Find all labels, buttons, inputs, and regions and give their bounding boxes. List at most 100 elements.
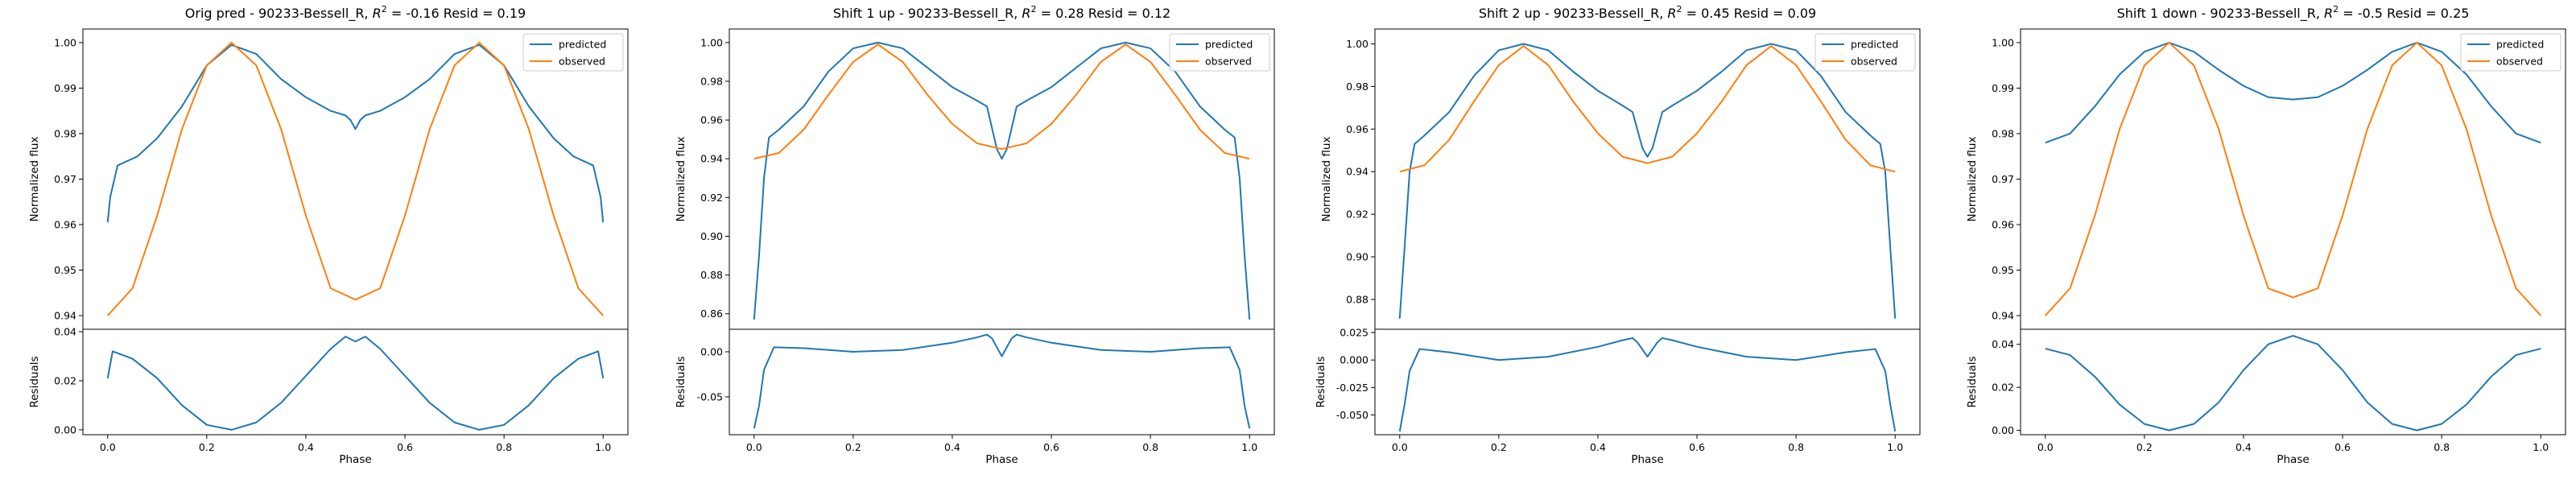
x-tick-label: 0.2 [845, 441, 861, 453]
chart-title-r: R [373, 6, 382, 21]
y-tick-label: 0.98 [1992, 127, 2014, 139]
x-tick-label: 0.2 [1491, 441, 1507, 453]
series-line-observed [2045, 41, 2541, 316]
x-tick-label: 0.8 [2434, 441, 2450, 453]
y-tick-label: 0.98 [54, 127, 76, 139]
x-tick-label: 0.6 [397, 441, 413, 453]
resid-y-tick-label: 0.025 [1340, 327, 1368, 339]
chart-title: Shift 1 up - 90233-Bessell_R, R2 = 0.28 … [833, 4, 1170, 22]
legend-label-predicted: predicted [1205, 39, 1253, 51]
legend-label-predicted: predicted [2496, 39, 2544, 51]
residual-axes-frame [2020, 328, 2566, 436]
legend-label-predicted: predicted [1851, 39, 1898, 51]
y-tick-label: 0.86 [700, 308, 723, 320]
resid-y-tick-label: 0.00 [700, 345, 723, 357]
y-tick-label: 0.99 [54, 82, 76, 94]
y-tick-label: 0.90 [700, 230, 723, 242]
x-tick-label: 0.6 [2334, 441, 2351, 453]
series-line-observed [1399, 45, 1896, 173]
series-line-predicted [1398, 43, 1897, 319]
resid-y-tick-label: -0.050 [1336, 409, 1368, 421]
chart-title-r: R [2324, 6, 2333, 21]
x-tick-label: 0.6 [1043, 441, 1059, 453]
x-tick-label: 0.6 [1689, 441, 1705, 453]
residual-line [106, 336, 605, 431]
residual-line [753, 333, 1251, 429]
resid-y-tick-label: 0.00 [1992, 424, 2014, 436]
y-axis-label: Normalized flux [1320, 137, 1333, 222]
resid-y-tick-label: 0.000 [1340, 354, 1368, 366]
resid-y-tick-label: 0.00 [54, 423, 76, 436]
residual-axes-frame [1374, 328, 1921, 436]
y-tick-label: 0.96 [54, 219, 76, 231]
legend-label-predicted: predicted [559, 39, 606, 51]
series-line-observed [753, 43, 1250, 160]
legend: predicted observed [1814, 33, 1916, 72]
y-tick-label: 0.98 [1346, 80, 1368, 93]
legend: predicted observed [1169, 33, 1270, 72]
y-tick-label: 0.88 [700, 269, 723, 281]
resid-y-tick-label: -0.05 [697, 390, 723, 402]
x-tick-label: 0.8 [1142, 441, 1158, 453]
x-tick-label: 0.4 [298, 441, 314, 453]
x-tick-label: 0.4 [2235, 441, 2252, 453]
y-tick-label: 1.00 [1992, 36, 2014, 48]
y-tick-label: 0.96 [700, 114, 723, 126]
top-axes-frame [2020, 28, 2566, 330]
chart-title-suffix: = 0.45 Resid = 0.09 [1682, 6, 1817, 21]
residuals-axis-label: Residuals [1315, 356, 1327, 407]
legend-label-observed: observed [1851, 56, 1897, 68]
subplot-4: Shift 1 down - 90233-Bessell_R, R2 = -0.… [1966, 4, 2566, 466]
y-tick-label: 0.96 [1992, 219, 2014, 231]
y-tick-label: 1.00 [700, 36, 723, 48]
y-tick-label: 0.97 [54, 173, 76, 185]
x-tick-label: 1.0 [595, 441, 611, 453]
legend: predicted observed [2460, 33, 2562, 72]
y-axis-label: Normalized flux [1966, 137, 1979, 222]
series-line-predicted [2045, 41, 2541, 144]
chart-title-r: R [1022, 6, 1030, 21]
x-axis-label: Phase [2277, 453, 2309, 466]
x-tick-label: 0.8 [1788, 441, 1804, 453]
y-tick-label: 1.00 [1346, 38, 1368, 50]
chart-title: Orig pred - 90233-Bessell_R, R2 = -0.16 … [185, 4, 526, 22]
x-tick-label: 0.0 [2037, 441, 2054, 453]
residuals-axis-label: Residuals [675, 356, 687, 407]
chart-title-superscript: 2 [1031, 4, 1037, 14]
y-tick-label: 0.92 [1346, 208, 1368, 221]
y-tick-label: 0.92 [700, 192, 723, 204]
resid-y-tick-label: 0.02 [54, 374, 76, 386]
y-tick-label: 0.90 [1346, 251, 1368, 263]
top-axes-frame [729, 28, 1275, 330]
chart-title-prefix: Shift 2 up - 90233-Bessell_R, [1479, 6, 1668, 22]
x-tick-label: 0.0 [100, 441, 116, 453]
subplot-2: Shift 1 up - 90233-Bessell_R, R2 = 0.28 … [675, 4, 1275, 466]
legend-label-observed: observed [559, 56, 605, 68]
series-line-predicted [753, 41, 1251, 320]
y-axis-label: Normalized flux [675, 137, 687, 222]
series-line-observed [107, 41, 604, 316]
residuals-axis-label: Residuals [1966, 356, 1979, 407]
chart-title: Shift 2 up - 90233-Bessell_R, R2 = 0.45 … [1479, 4, 1816, 22]
y-tick-label: 0.88 [1346, 293, 1368, 305]
resid-y-tick-label: 0.02 [1992, 382, 2014, 394]
chart-title-suffix: = 0.28 Resid = 0.12 [1037, 6, 1171, 21]
y-tick-label: 0.94 [1992, 310, 2014, 322]
x-tick-label: 1.0 [2533, 441, 2549, 453]
resid-y-tick-label: 0.04 [1992, 338, 2014, 350]
x-axis-label: Phase [1631, 453, 1663, 466]
x-axis-label: Phase [339, 453, 371, 466]
legend-label-observed: observed [1205, 56, 1252, 68]
legend-label-observed: observed [2496, 56, 2543, 68]
y-tick-label: 0.98 [700, 75, 723, 87]
chart-title: Shift 1 down - 90233-Bessell_R, R2 = -0.… [2117, 4, 2470, 22]
x-tick-label: 0.0 [1392, 441, 1408, 453]
chart-title-superscript: 2 [382, 4, 387, 14]
y-axis-label: Normalized flux [28, 137, 41, 222]
residual-axes-frame [729, 328, 1275, 436]
residual-axes-frame [82, 328, 629, 436]
x-tick-label: 0.8 [496, 441, 512, 453]
y-tick-label: 0.95 [54, 264, 76, 276]
x-tick-label: 1.0 [1887, 441, 1903, 453]
